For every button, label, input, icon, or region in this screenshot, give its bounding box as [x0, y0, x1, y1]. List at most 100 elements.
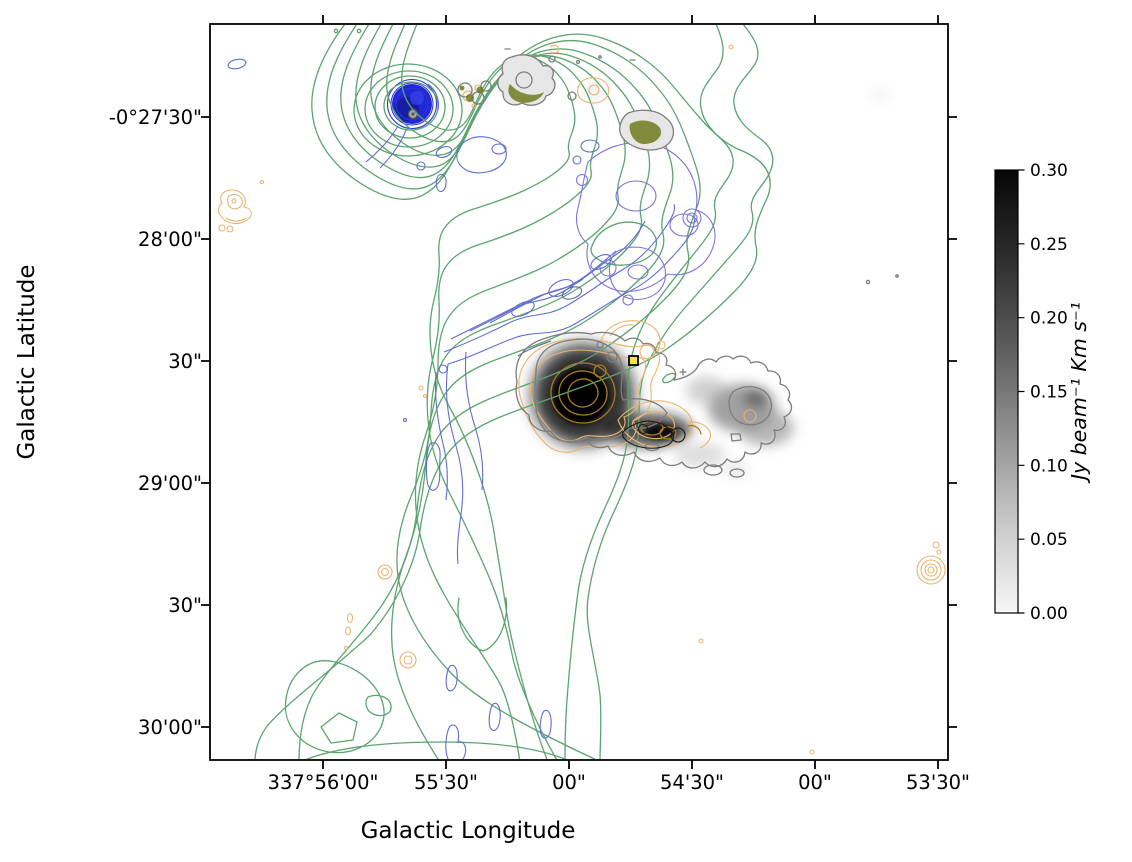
contour-dot [418, 385, 424, 391]
contour-line [365, 125, 399, 163]
gray-center-dot [411, 112, 415, 116]
contour-line [577, 77, 610, 104]
contour-line [924, 563, 938, 577]
colorbar-tick-label: 0.20 [1030, 309, 1068, 329]
contour-line [457, 597, 508, 652]
dark-orange-contours [550, 362, 702, 440]
contour-line [340, 25, 674, 759]
contour-line [489, 278, 584, 324]
contour-line [564, 25, 734, 759]
contour-line [457, 82, 473, 98]
contour-line [416, 161, 426, 171]
green-contours [254, 25, 774, 759]
contour-line [599, 259, 617, 277]
contour-line [729, 468, 745, 478]
colorbar-tick-label: 0.30 [1030, 161, 1068, 181]
contour-line [491, 143, 507, 155]
contour-line [403, 655, 413, 665]
y-tick-label: 30" [168, 350, 202, 373]
contour-line [438, 364, 448, 374]
contour-line [548, 55, 556, 63]
blue-source-highlight [410, 91, 424, 105]
contour-line [227, 193, 243, 210]
contour-line [916, 555, 946, 585]
contour-dot [333, 28, 339, 34]
contour-line [730, 433, 742, 442]
contour-line [622, 420, 674, 449]
x-tick-label: 337°56'00" [268, 771, 379, 794]
x-ticks-bottom [322, 760, 939, 769]
y-ticks-right [948, 116, 957, 728]
contour-line [590, 254, 612, 270]
contour-line [920, 559, 942, 581]
x-tick-label: 53'30" [906, 771, 970, 794]
contour-line [567, 91, 577, 101]
contour-line [511, 301, 535, 317]
contour-dot [356, 28, 362, 34]
contour-line [401, 25, 576, 759]
contour-dot [865, 279, 871, 285]
contour-line [627, 264, 649, 280]
contour-line [379, 129, 407, 169]
contour-dot [698, 638, 704, 644]
contour-line [606, 351, 618, 363]
contour-line [377, 564, 393, 580]
contour-line [590, 221, 657, 266]
contour-dot [259, 179, 265, 185]
contour-line [217, 189, 252, 225]
contour-line [374, 75, 446, 139]
contour-line [365, 694, 392, 717]
contour-line [600, 320, 661, 360]
contour-line [575, 141, 716, 293]
contour-line [687, 424, 702, 435]
contour-line [644, 442, 660, 452]
contour-line [231, 198, 237, 204]
contour-line [425, 442, 441, 491]
purple-contours [575, 141, 716, 306]
contour-line [588, 84, 600, 96]
contour-line [284, 660, 385, 754]
colorbar-tick-label: 0.00 [1030, 604, 1068, 624]
contour-line [703, 464, 723, 476]
contour-line [445, 363, 464, 565]
colorbar-gradient [994, 169, 1019, 614]
contour-line [355, 25, 651, 759]
steel-blue-contours [517, 286, 583, 357]
contour-line [659, 426, 677, 440]
contour-line [445, 664, 458, 692]
colorbar-tick-marks [1018, 169, 1025, 614]
contour-line [227, 58, 247, 70]
contour-line [539, 709, 552, 739]
contour-line [682, 208, 702, 228]
contour-line [561, 286, 583, 300]
x-tick-label: 00" [798, 771, 832, 794]
contour-line [447, 214, 696, 365]
y-axis-title: Galactic Latitude [14, 264, 40, 459]
colorbar-tick-label: 0.15 [1030, 383, 1068, 403]
colorbar-tick-label: 0.05 [1030, 530, 1068, 550]
contour-line [596, 341, 604, 349]
contour-dot [809, 749, 815, 755]
faint-patch [870, 89, 890, 101]
contour-line [346, 612, 354, 624]
x-tick-label: 55'30" [414, 771, 478, 794]
y-ticks-left [201, 116, 210, 728]
contour-line [517, 340, 552, 357]
contour-line [631, 411, 676, 440]
contour-line [558, 370, 608, 416]
x-tick-label: 00" [552, 771, 586, 794]
gray-cloud-lobe [738, 410, 794, 446]
contour-line [443, 203, 676, 353]
contour-line [572, 155, 582, 165]
contour-line [464, 351, 484, 491]
olive-patch [466, 94, 474, 102]
contour-line [395, 87, 429, 121]
contour-line [488, 702, 501, 731]
contour-line [399, 651, 417, 669]
gray-cloud-lobe [674, 443, 726, 467]
olive-patch [459, 85, 465, 91]
contour-line [548, 279, 574, 297]
contour-line [305, 741, 567, 759]
